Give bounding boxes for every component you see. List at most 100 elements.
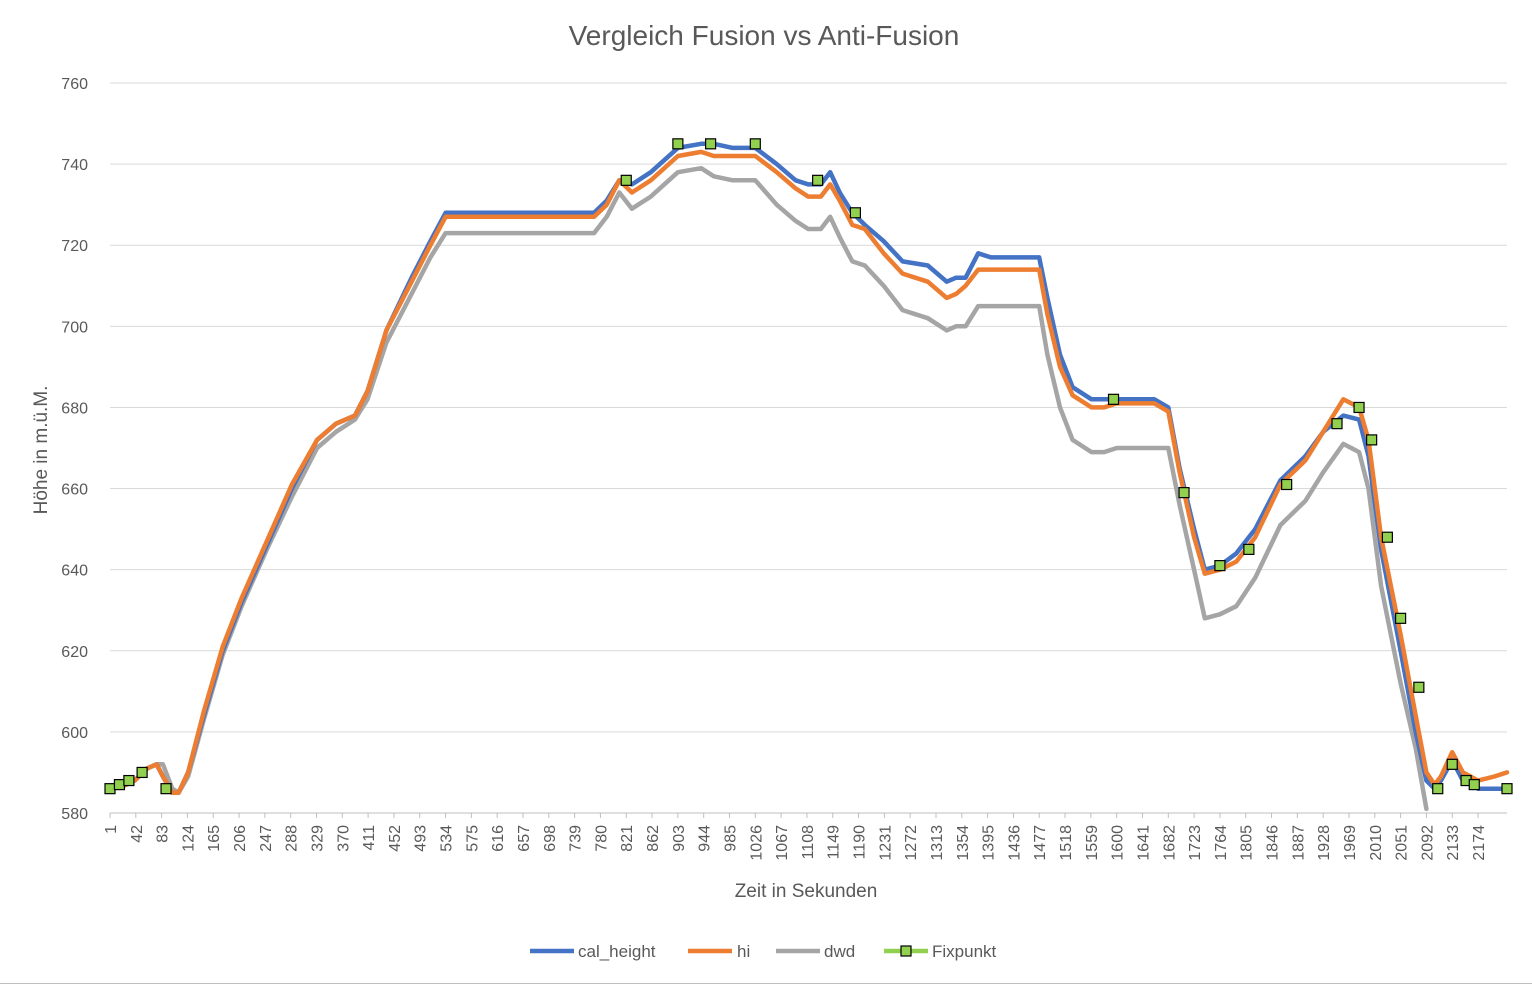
series-line-hi bbox=[110, 149, 1510, 795]
fixpunkt-marker bbox=[1381, 531, 1393, 543]
x-tick-label: 411 bbox=[361, 825, 378, 851]
fixpunkt-marker bbox=[1243, 543, 1255, 555]
legend-label: dwd bbox=[824, 942, 855, 961]
x-tick-label: 1764 bbox=[1213, 825, 1230, 861]
x-tick-label: 1313 bbox=[929, 825, 946, 861]
x-tick-label: 1395 bbox=[981, 825, 998, 861]
x-tick-label: 1805 bbox=[1239, 825, 1256, 861]
fixpunkt-marker bbox=[812, 174, 824, 186]
x-tick-label: 2174 bbox=[1471, 825, 1488, 861]
x-tick-label: 657 bbox=[516, 825, 533, 852]
y-tick-label: 760 bbox=[61, 76, 88, 93]
x-tick-label: 247 bbox=[258, 825, 275, 852]
fixpunkt-marker bbox=[1468, 779, 1480, 791]
x-tick-label: 124 bbox=[180, 825, 197, 852]
x-tick-label: 2133 bbox=[1445, 825, 1462, 861]
x-tick-label: 206 bbox=[232, 825, 249, 852]
series-line-dwd bbox=[110, 165, 1429, 812]
fixpunkt-marker bbox=[1501, 783, 1513, 795]
x-tick-label: 1231 bbox=[877, 825, 894, 861]
fixpunkt-marker bbox=[620, 174, 632, 186]
x-tick-label: 370 bbox=[335, 825, 352, 852]
fixpunkt-marker bbox=[1214, 560, 1226, 572]
x-tick-label: 1887 bbox=[1290, 825, 1307, 861]
bottom-border bbox=[0, 983, 1532, 984]
x-tick-label: 821 bbox=[619, 825, 636, 852]
fixpunkt-marker bbox=[1107, 393, 1120, 405]
y-tick-label: 580 bbox=[61, 806, 88, 823]
x-tick-label: 1641 bbox=[1135, 825, 1152, 861]
legend-label: cal_height bbox=[578, 942, 656, 961]
y-tick-label: 680 bbox=[61, 400, 88, 417]
x-tick-label: 288 bbox=[284, 825, 301, 852]
x-tick-label: 1682 bbox=[1161, 825, 1178, 861]
y-tick-label: 640 bbox=[61, 563, 88, 580]
x-tick-label: 1108 bbox=[800, 825, 817, 860]
x-tick-label: 1600 bbox=[1110, 825, 1127, 861]
x-tick-label: 1149 bbox=[826, 825, 843, 860]
x-tick-label: 2010 bbox=[1368, 825, 1385, 861]
gridlines bbox=[110, 82, 1507, 814]
x-tick-label: 1436 bbox=[1006, 825, 1023, 861]
series-lines bbox=[110, 141, 1510, 812]
fixpunkt-marker bbox=[1432, 783, 1444, 795]
x-axis-label: Zeit in Sekunden bbox=[735, 881, 878, 902]
fixpunkt-marker bbox=[672, 138, 684, 150]
fixpunkt-marker bbox=[705, 138, 717, 150]
x-tick-label: 493 bbox=[413, 825, 430, 852]
x-tick-label: 1026 bbox=[748, 825, 765, 861]
fixpunkt-marker bbox=[1178, 487, 1190, 499]
y-tick-label: 720 bbox=[61, 238, 88, 255]
x-tick-label: 83 bbox=[155, 825, 172, 843]
legend-label: Fixpunkt bbox=[932, 942, 997, 961]
fixpunkt-marker bbox=[1353, 401, 1365, 414]
fixpunkt-marker bbox=[1395, 612, 1407, 624]
fixpunkt-marker bbox=[104, 783, 116, 795]
x-tick-label: 985 bbox=[722, 825, 739, 852]
y-tick-label: 740 bbox=[61, 157, 88, 174]
y-axis-ticks: 580 600 620 640 660 680 700 720 740 760 bbox=[61, 76, 88, 823]
fixpunkt-marker bbox=[1331, 418, 1343, 430]
x-tick-label: 1477 bbox=[1032, 825, 1049, 861]
x-tick-label: 780 bbox=[593, 825, 610, 852]
x-tick-label: 739 bbox=[568, 825, 585, 852]
x-tick-label: 698 bbox=[542, 825, 559, 852]
x-tick-label: 1846 bbox=[1265, 825, 1282, 861]
x-axis-ticks: 1 42 83 124 165 206 247 288 329 370 411 452 493 534 57… bbox=[103, 813, 1488, 861]
fixpunkt-marker bbox=[113, 779, 126, 791]
x-tick-label: 165 bbox=[206, 825, 223, 852]
x-tick-label: 1969 bbox=[1342, 825, 1359, 861]
x-tick-label: 862 bbox=[645, 825, 662, 852]
x-tick-label: 1272 bbox=[903, 825, 920, 861]
fixpunkt-markers bbox=[104, 138, 1513, 795]
fixpunkt-marker bbox=[849, 207, 862, 219]
x-tick-label: 575 bbox=[464, 825, 481, 852]
x-tick-label: 1518 bbox=[1058, 825, 1075, 861]
chart-title: Vergleich Fusion vs Anti-Fusion bbox=[569, 20, 960, 51]
y-tick-label: 620 bbox=[61, 644, 88, 661]
x-tick-label: 944 bbox=[697, 825, 714, 852]
y-axis-label: Höhe in m.ü.M. bbox=[31, 386, 52, 515]
fixpunkt-marker bbox=[1413, 681, 1425, 693]
legend: cal_height hi dwd Fixpunkt bbox=[530, 942, 997, 961]
x-tick-label: 616 bbox=[490, 825, 507, 852]
x-tick-label: 1 bbox=[103, 825, 120, 834]
x-tick-label: 1559 bbox=[1084, 825, 1101, 861]
fixpunkt-marker bbox=[1366, 434, 1378, 446]
x-tick-label: 1354 bbox=[955, 825, 972, 861]
fixpunkt-marker bbox=[123, 774, 135, 787]
x-tick-label: 1067 bbox=[774, 825, 791, 861]
x-tick-label: 329 bbox=[309, 825, 326, 852]
fixpunkt-marker bbox=[160, 783, 172, 795]
x-tick-label: 42 bbox=[129, 825, 146, 843]
x-tick-label: 1723 bbox=[1187, 825, 1204, 861]
x-tick-label: 903 bbox=[671, 825, 688, 852]
x-tick-label: 534 bbox=[439, 825, 456, 852]
fixpunkt-marker bbox=[1446, 758, 1458, 770]
y-tick-label: 660 bbox=[61, 482, 88, 499]
legend-marker bbox=[900, 945, 912, 957]
fixpunkt-marker bbox=[749, 138, 761, 150]
fixpunkt-marker bbox=[1281, 478, 1293, 491]
x-tick-label: 452 bbox=[387, 825, 404, 852]
